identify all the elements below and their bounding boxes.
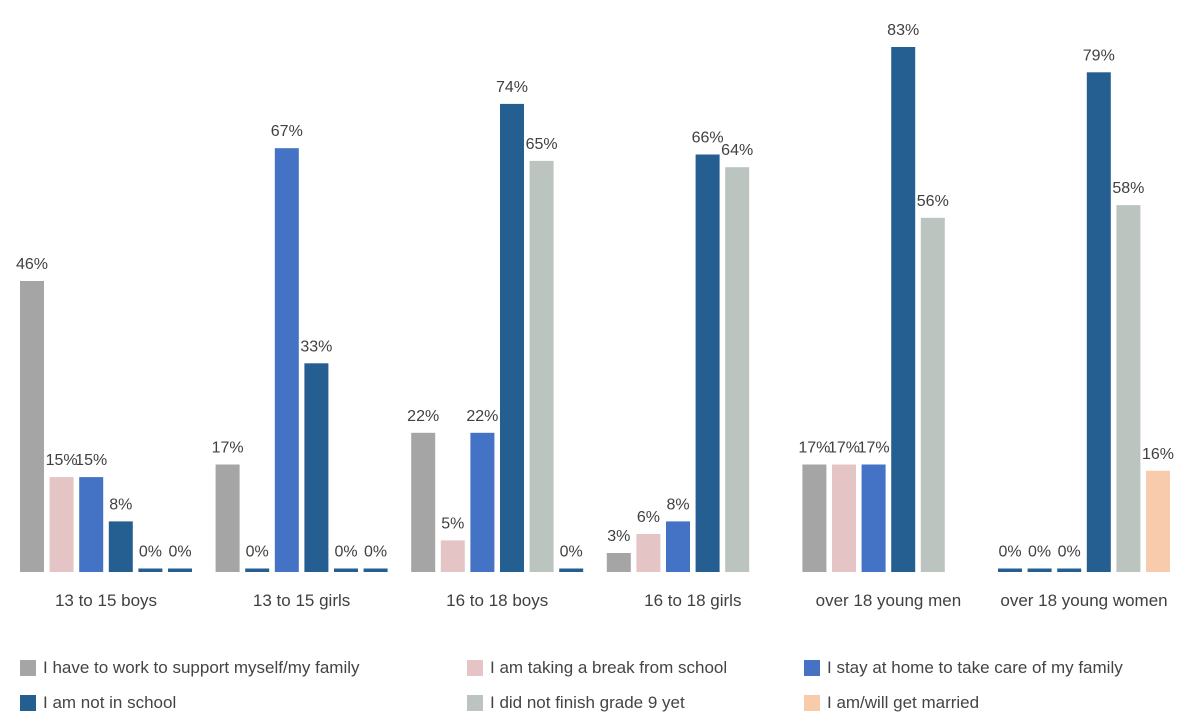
bar	[215, 464, 240, 572]
data-label: 15%	[46, 452, 78, 469]
bar	[500, 103, 524, 573]
bar	[20, 281, 44, 572]
x-tick-label: 13 to 15 boys	[55, 591, 157, 610]
data-label: 0%	[168, 544, 191, 561]
bar	[79, 477, 104, 572]
bar	[411, 432, 436, 572]
legend-swatch	[804, 660, 820, 676]
data-label: 66%	[692, 130, 724, 147]
legend-item: I am not in school	[20, 693, 176, 713]
bar	[998, 568, 1022, 572]
data-label: 33%	[300, 338, 332, 355]
bar	[470, 432, 495, 572]
data-label: 58%	[1112, 180, 1144, 197]
legend-swatch	[20, 660, 36, 676]
data-label: 22%	[466, 408, 498, 425]
data-label: 6%	[637, 509, 660, 526]
bar	[138, 568, 163, 572]
data-label: 16%	[1142, 446, 1174, 463]
bar	[1146, 470, 1170, 572]
bar	[1116, 205, 1141, 572]
data-label: 22%	[407, 408, 439, 425]
data-label: 0%	[364, 544, 387, 561]
bar	[334, 568, 358, 572]
data-label: 0%	[334, 544, 357, 561]
data-label: 74%	[496, 79, 528, 96]
bar	[666, 521, 690, 572]
legend-label: I am taking a break from school	[490, 658, 728, 677]
data-label: 79%	[1083, 47, 1115, 64]
data-label: 0%	[1028, 544, 1051, 561]
data-label: 65%	[526, 136, 558, 153]
data-label: 17%	[212, 440, 244, 457]
legend-item: I am/will get married	[804, 693, 979, 713]
data-label: 0%	[560, 544, 583, 561]
data-label: 17%	[858, 440, 890, 457]
bar	[636, 534, 661, 572]
data-label: 8%	[666, 496, 689, 513]
bar	[1057, 568, 1082, 572]
bar	[802, 464, 827, 572]
data-label: 83%	[887, 22, 919, 39]
data-label: 3%	[607, 528, 630, 545]
data-label: 0%	[998, 544, 1021, 561]
data-label: 0%	[1058, 544, 1081, 561]
legend-label: I have to work to support myself/my fami…	[43, 658, 360, 677]
legend-label: I am not in school	[43, 693, 177, 712]
bar	[559, 568, 584, 572]
bar	[440, 540, 465, 572]
legend-item: I am taking a break from school	[467, 658, 727, 678]
bar	[1027, 568, 1052, 572]
data-label: 8%	[109, 496, 132, 513]
x-tick-label: over 18 young men	[816, 591, 962, 610]
data-label: 64%	[721, 142, 753, 159]
data-label: 67%	[271, 123, 303, 140]
bar-chart: 46% 15%15% 8% 0% 0% 13 to 15 boys 17% 0% 67% 33% 0…	[16, 22, 1174, 610]
x-tick-label: 13 to 15 girls	[253, 591, 350, 610]
data-label: 56%	[917, 193, 949, 210]
legend-swatch	[467, 660, 483, 676]
bar	[274, 148, 299, 572]
data-label: 5%	[441, 515, 464, 532]
data-label: 0%	[246, 544, 269, 561]
bar	[304, 363, 329, 572]
legend-label: I did not finish grade 9 yet	[490, 693, 685, 712]
legend-item: I did not finish grade 9 yet	[467, 693, 685, 713]
bar	[108, 521, 133, 572]
legend-swatch	[467, 695, 483, 711]
bar	[695, 154, 720, 572]
bar	[861, 464, 886, 572]
bar	[529, 160, 554, 572]
bar	[1086, 72, 1111, 573]
bar	[363, 568, 388, 572]
legend-swatch	[804, 695, 820, 711]
bar	[606, 553, 631, 572]
bar	[832, 464, 856, 572]
data-label: 17%	[828, 440, 860, 457]
data-label: 15%	[75, 452, 107, 469]
bar	[168, 568, 192, 572]
x-tick-label: over 18 young women	[1000, 591, 1167, 610]
bar	[49, 477, 74, 572]
x-tick-label: 16 to 18 boys	[446, 591, 548, 610]
legend-item: I have to work to support myself/my fami…	[20, 658, 360, 678]
bar	[725, 167, 750, 572]
data-label: 46%	[16, 256, 48, 273]
data-label: 17%	[798, 440, 830, 457]
bar	[245, 568, 270, 572]
legend-label: I stay at home to take care of my family	[827, 658, 1123, 677]
bar	[920, 217, 945, 573]
legend-label: I am/will get married	[827, 693, 980, 712]
data-label: 0%	[139, 544, 162, 561]
legend-swatch	[20, 695, 36, 711]
legend-item: I stay at home to take care of my family	[804, 658, 1123, 678]
x-tick-label: 16 to 18 girls	[644, 591, 741, 610]
bar	[891, 47, 916, 572]
